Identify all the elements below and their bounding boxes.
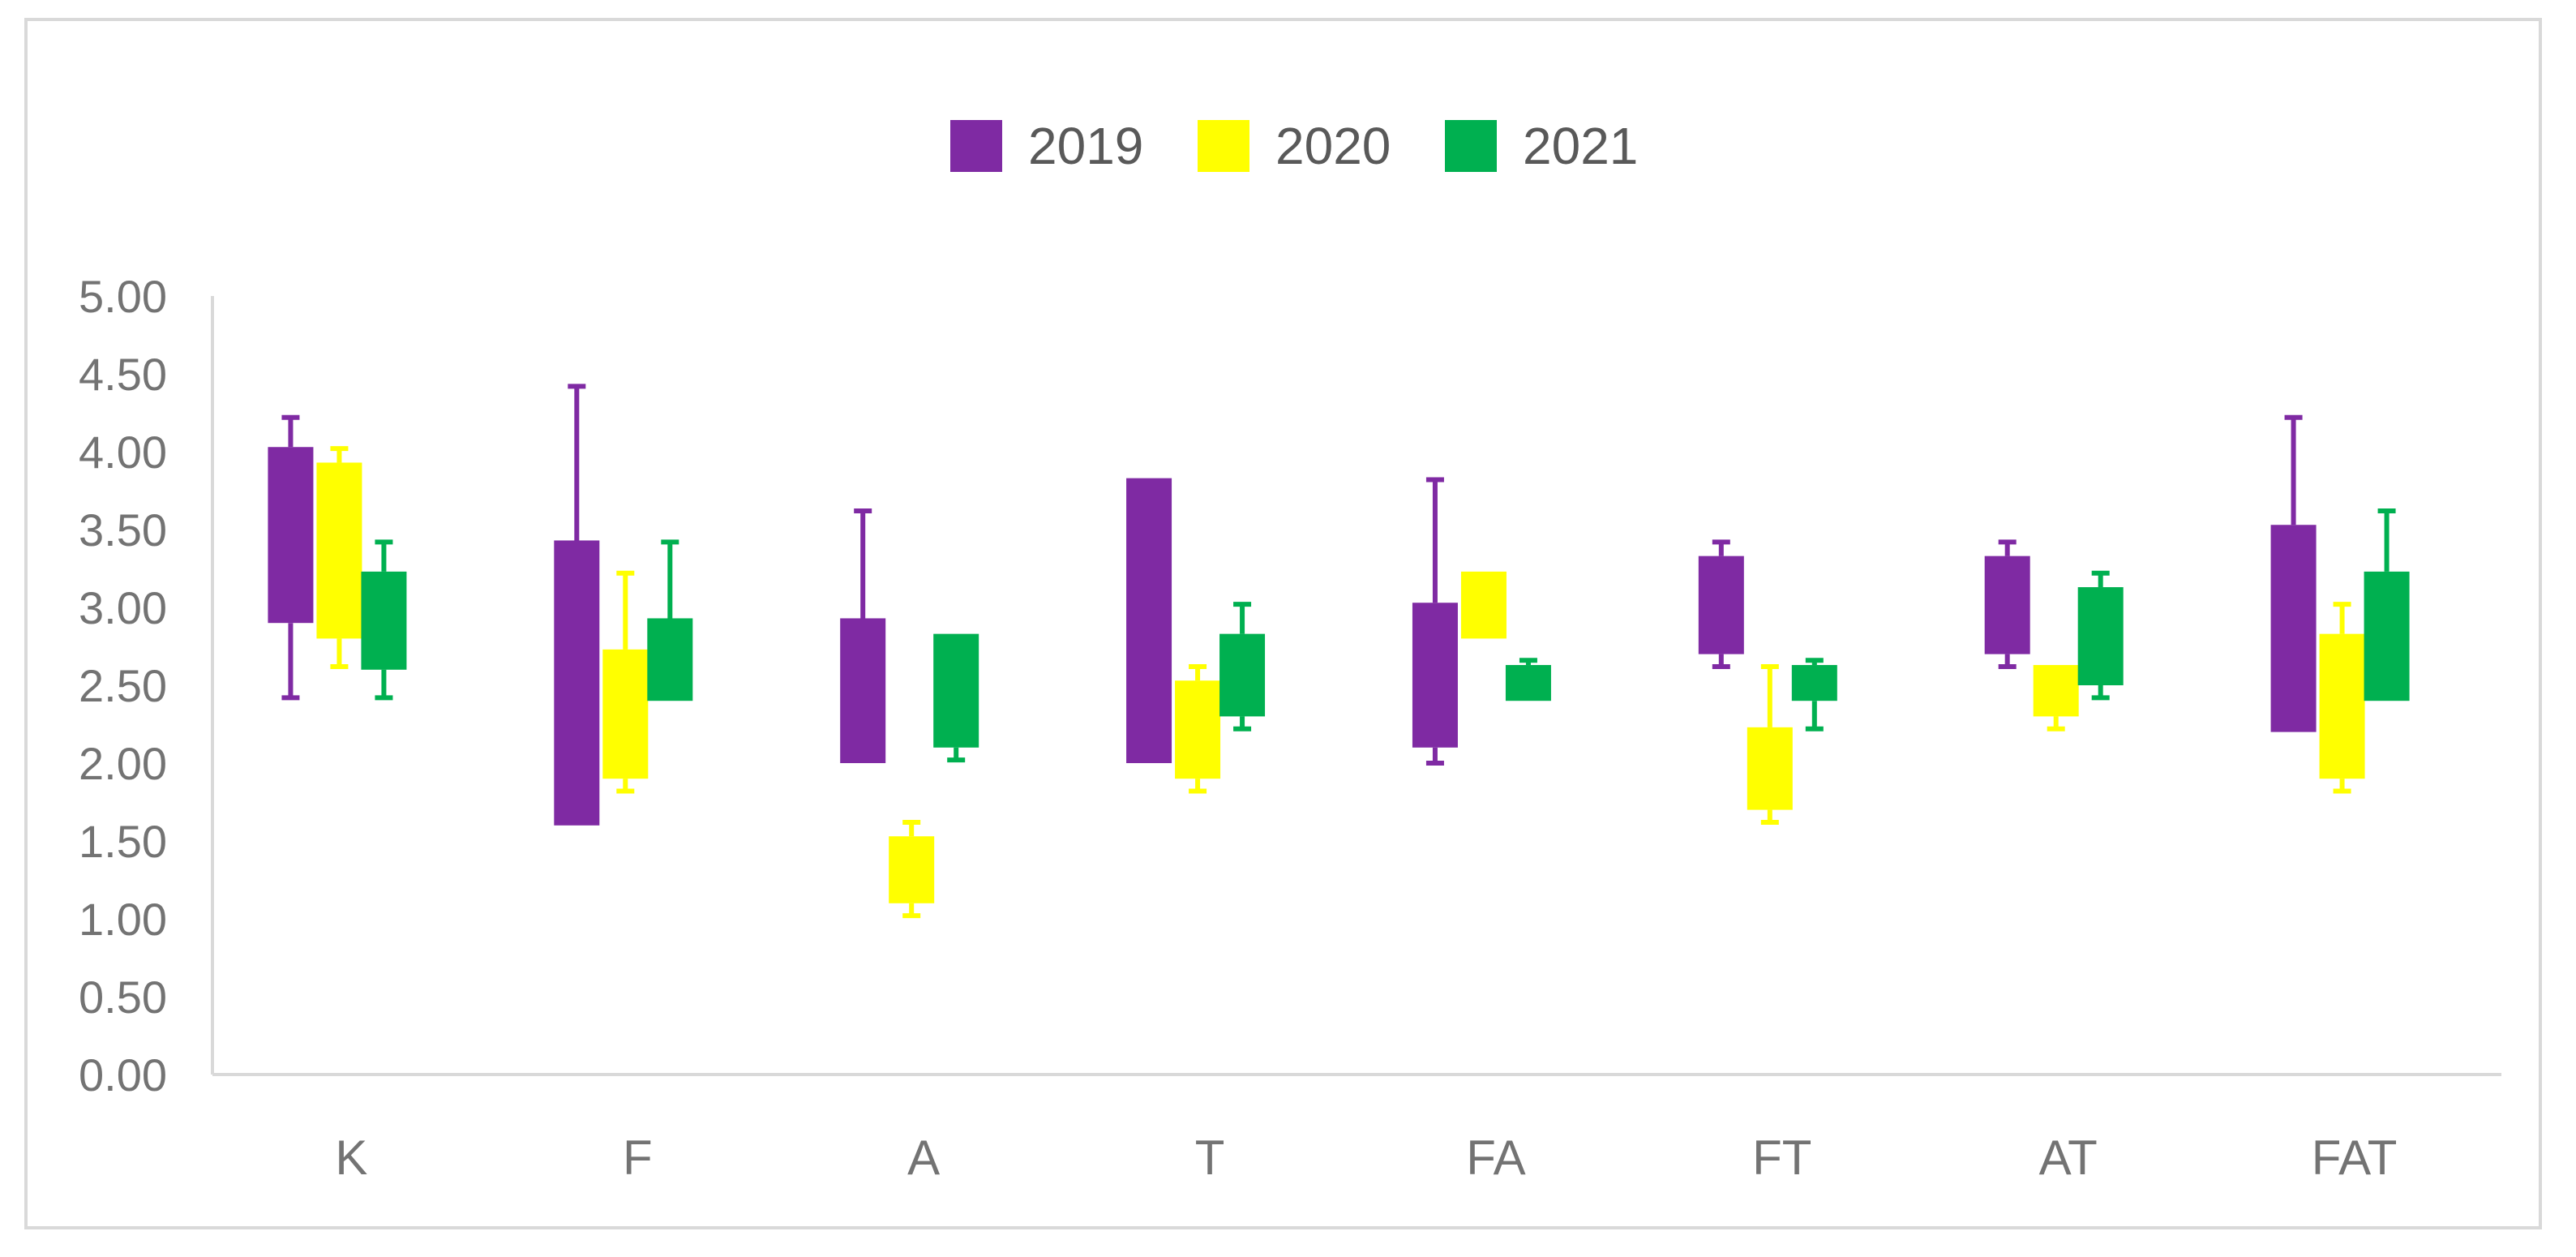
bar-2021-K	[361, 571, 407, 670]
x-axis: K F A T FA FT AT FAT	[212, 1073, 2501, 1185]
series-2019	[268, 384, 2317, 826]
y-tick-label: 3.00	[79, 582, 167, 633]
x-category-label: A	[907, 1130, 940, 1185]
x-category-label: T	[1195, 1130, 1225, 1185]
legend-swatch-2021	[1445, 120, 1497, 172]
x-category-label: F	[623, 1130, 653, 1185]
legend-swatch-2019	[950, 120, 1002, 172]
bar-2020-FA	[1460, 571, 1507, 639]
x-category-label: FA	[1466, 1130, 1525, 1185]
bar-2021-F	[647, 618, 693, 701]
bar-2021-FT	[1791, 665, 1837, 701]
bar-2020-FAT	[2319, 633, 2365, 779]
series-2021	[361, 508, 2410, 763]
bar-2019-T	[1126, 478, 1172, 763]
y-tick-label: 0.50	[79, 972, 167, 1023]
bar-2019-FAT	[2270, 525, 2317, 732]
bar-2019-A	[840, 618, 886, 763]
bar-2020-A	[889, 836, 935, 903]
bar-2021-FA	[1505, 665, 1551, 701]
legend-label-2019: 2019	[1028, 117, 1143, 175]
y-tick-label: 1.50	[79, 816, 167, 867]
y-tick-label: 1.00	[79, 894, 167, 945]
bar-2019-AT	[1984, 556, 2030, 654]
bar-2020-T	[1175, 680, 1221, 779]
bar-2020-FT	[1747, 727, 1793, 810]
bar-2019-F	[554, 540, 600, 826]
legend-label-2020: 2020	[1275, 117, 1391, 175]
y-tick-label: 2.50	[79, 660, 167, 711]
bar-2021-FAT	[2364, 571, 2410, 701]
legend-label-2021: 2021	[1523, 117, 1638, 175]
bar-2019-FA	[1412, 603, 1458, 748]
bar-2021-T	[1219, 633, 1266, 717]
y-tick-label: 3.50	[79, 504, 167, 556]
bar-2021-A	[933, 633, 979, 748]
y-tick-label: 2.00	[79, 738, 167, 789]
x-category-label: K	[335, 1130, 367, 1185]
y-tick-label: 4.50	[79, 349, 167, 400]
x-category-label: FT	[1752, 1130, 1811, 1185]
bar-2020-F	[602, 649, 649, 779]
plot-area	[268, 384, 2410, 919]
bar-2020-K	[316, 462, 362, 639]
y-tick-label: 5.00	[79, 271, 167, 322]
bar-2019-K	[268, 447, 314, 624]
y-tick-label: 4.00	[79, 427, 167, 478]
legend: 2019 2020 2021	[950, 117, 1638, 175]
bar-2020-AT	[2033, 665, 2079, 717]
y-tick-label: 0.00	[79, 1049, 167, 1100]
series-2020	[316, 446, 2365, 919]
bar-2021-AT	[2077, 587, 2124, 685]
bar-2019-FT	[1698, 556, 1744, 654]
x-category-label: AT	[2039, 1130, 2098, 1185]
y-axis: 0.00 0.50 1.00 1.50 2.00 2.50 3.00 3.50 4.00 4.50…	[79, 271, 214, 1100]
legend-swatch-2020	[1198, 120, 1249, 172]
x-category-label: FAT	[2312, 1130, 2398, 1185]
